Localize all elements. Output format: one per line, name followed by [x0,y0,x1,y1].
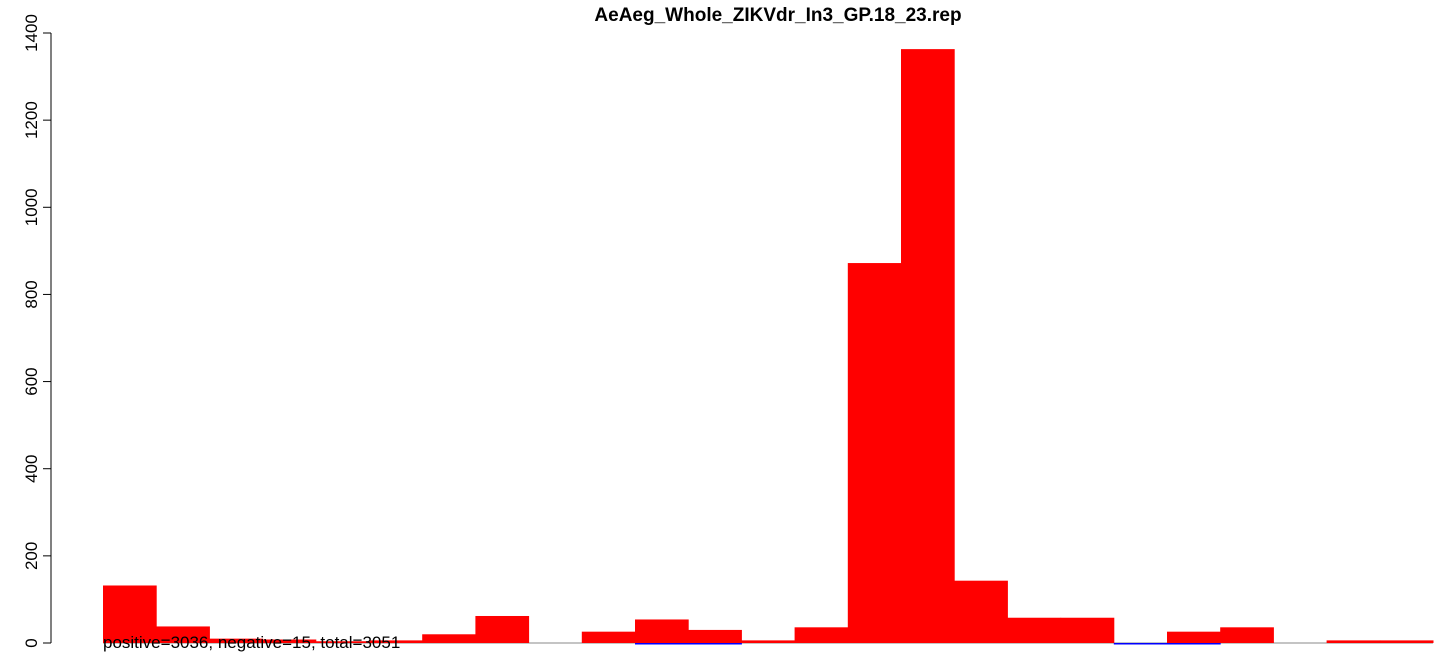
bar-positive [262,639,317,643]
bar-positive [1379,640,1434,643]
bar-positive [688,629,742,643]
y-tick-label: 1000 [22,188,41,226]
bar-positive [422,634,476,643]
y-tick-label: 1400 [22,14,41,52]
bar-positive [369,640,423,643]
bar-positive [635,619,689,643]
bar-positive [794,627,849,643]
bar-negative [635,643,689,645]
bar-positive [1007,617,1062,643]
bar-positive [209,638,264,643]
y-tick-label: 800 [22,280,41,308]
chart-title: AeAeg_Whole_ZIKVdr_In3_GP.18_23.rep [594,5,961,26]
count-annotation: positive=3036, negative=15, total=3051 [103,633,400,652]
bar-positive [581,631,636,643]
bar-positive [103,585,157,643]
y-axis: 0 200 400 600 800 1000 1200 1400 [22,14,52,648]
bar-positive [741,640,796,643]
bar-positive [847,263,902,643]
bar-negative [688,643,742,645]
bar-positive [315,641,370,643]
bar-positive [1167,631,1221,643]
bar-positive [1220,627,1274,643]
y-tick-label: 1200 [22,101,41,139]
bar-positive [1060,617,1115,643]
bar-positive [156,626,210,643]
y-tick-label: 0 [22,638,41,647]
y-tick-label: 600 [22,367,41,395]
bar-negative [1167,643,1221,645]
bar-negative [1113,643,1168,645]
bar-positive [954,580,1008,643]
bar-positive [901,49,955,643]
y-tick-label: 400 [22,455,41,483]
bar-positive [475,615,530,643]
bars [103,49,1434,645]
y-tick-label: 200 [22,542,41,570]
bar-positive [1326,640,1381,643]
